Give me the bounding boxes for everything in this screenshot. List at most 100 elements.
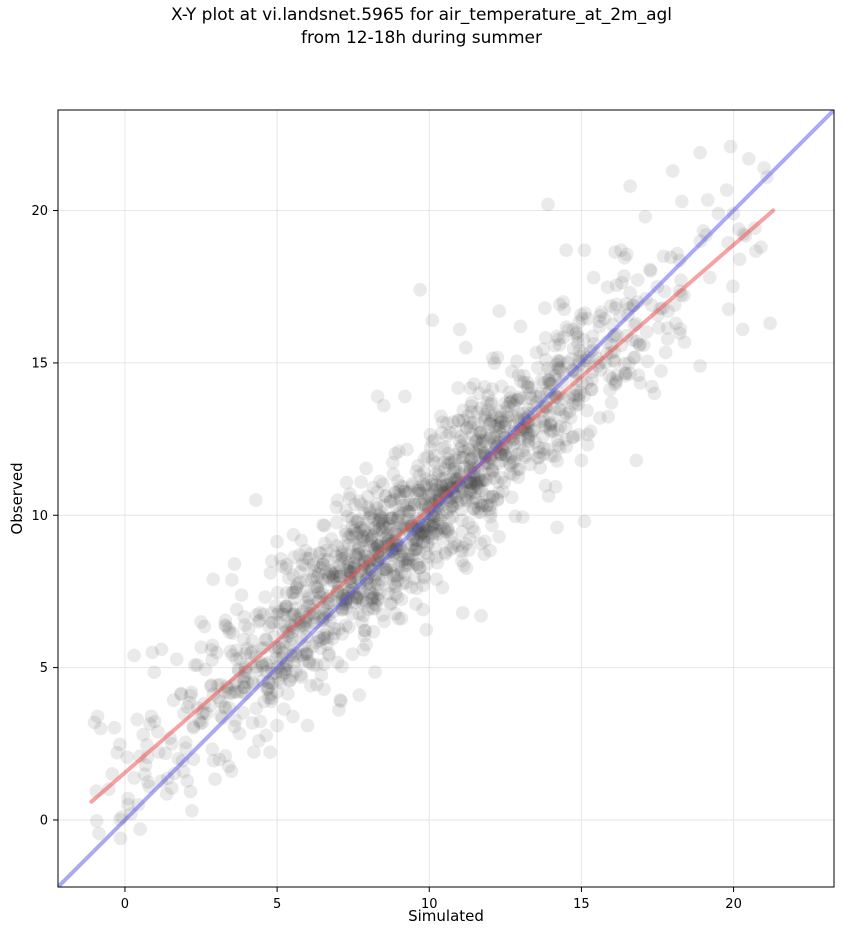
data-point xyxy=(329,569,344,584)
data-point xyxy=(445,499,459,513)
data-point xyxy=(622,356,636,370)
data-point xyxy=(113,831,128,846)
data-point xyxy=(238,618,252,632)
data-point xyxy=(547,449,562,464)
data-point xyxy=(425,313,440,328)
data-point xyxy=(498,448,513,463)
data-point xyxy=(316,518,330,532)
data-point xyxy=(370,389,385,404)
data-point xyxy=(344,527,358,542)
data-point xyxy=(472,386,487,400)
data-point xyxy=(460,490,474,504)
data-point xyxy=(515,391,530,406)
data-point xyxy=(604,395,619,410)
data-point xyxy=(518,450,533,465)
data-point xyxy=(551,422,565,437)
data-point xyxy=(224,686,239,700)
data-point xyxy=(638,209,653,224)
data-point xyxy=(485,351,500,366)
data-point xyxy=(218,613,233,628)
data-point xyxy=(282,571,296,585)
data-point xyxy=(286,648,300,663)
data-point xyxy=(354,475,368,489)
data-point xyxy=(306,658,321,672)
data-point xyxy=(693,359,707,373)
data-point xyxy=(480,498,495,513)
data-point xyxy=(498,447,512,462)
data-point xyxy=(651,320,666,335)
data-point xyxy=(586,270,601,285)
data-point xyxy=(395,554,409,569)
data-point xyxy=(608,377,622,392)
data-point xyxy=(333,693,347,707)
data-point xyxy=(287,591,302,606)
data-point xyxy=(523,457,538,472)
data-point xyxy=(321,646,336,661)
data-point xyxy=(369,598,384,613)
data-point xyxy=(245,644,260,658)
data-point xyxy=(431,465,446,479)
data-point xyxy=(274,551,288,566)
data-point xyxy=(283,673,298,687)
data-point xyxy=(487,407,502,421)
data-point xyxy=(483,429,497,444)
data-point xyxy=(398,484,412,499)
data-point xyxy=(478,410,493,424)
data-point xyxy=(532,445,546,460)
data-point xyxy=(368,574,382,589)
data-point xyxy=(349,550,364,565)
data-point xyxy=(458,492,472,506)
data-point xyxy=(320,624,334,639)
data-point xyxy=(430,516,445,531)
data-point xyxy=(361,602,375,617)
data-point xyxy=(269,651,284,666)
data-point xyxy=(318,573,332,587)
data-point xyxy=(233,651,247,666)
data-point xyxy=(343,487,357,501)
data-point xyxy=(261,682,275,696)
data-point xyxy=(379,489,393,503)
data-point xyxy=(665,164,680,178)
data-point xyxy=(434,425,449,440)
data-point xyxy=(289,664,303,679)
data-point xyxy=(515,510,530,525)
data-point xyxy=(503,395,518,410)
data-point xyxy=(572,388,586,403)
data-point xyxy=(127,771,141,785)
data-point xyxy=(399,575,413,590)
data-point xyxy=(618,356,632,371)
data-point xyxy=(306,569,320,584)
data-point xyxy=(251,615,266,629)
data-point xyxy=(363,577,377,592)
data-point xyxy=(279,600,293,614)
data-point xyxy=(166,693,181,707)
data-point xyxy=(500,400,515,414)
data-point xyxy=(566,387,581,402)
data-point xyxy=(424,474,439,488)
data-point xyxy=(236,705,251,720)
data-point xyxy=(754,240,768,254)
data-point xyxy=(417,534,431,549)
data-point xyxy=(371,593,385,607)
data-point xyxy=(414,526,429,541)
data-point xyxy=(222,625,237,640)
data-point xyxy=(496,484,510,499)
data-point xyxy=(110,745,124,760)
data-point xyxy=(550,329,564,344)
data-point xyxy=(304,547,318,561)
data-point xyxy=(352,590,367,605)
data-point xyxy=(536,429,550,444)
data-point xyxy=(614,338,629,353)
data-point xyxy=(381,528,395,543)
data-point xyxy=(325,631,340,646)
data-point xyxy=(389,499,403,513)
data-point xyxy=(259,632,274,647)
data-point xyxy=(387,485,402,499)
data-point xyxy=(386,567,401,581)
data-point xyxy=(378,521,393,535)
data-point xyxy=(218,749,233,763)
data-point xyxy=(608,301,623,316)
data-point xyxy=(700,193,715,207)
data-point xyxy=(633,376,648,390)
data-point xyxy=(619,366,633,381)
